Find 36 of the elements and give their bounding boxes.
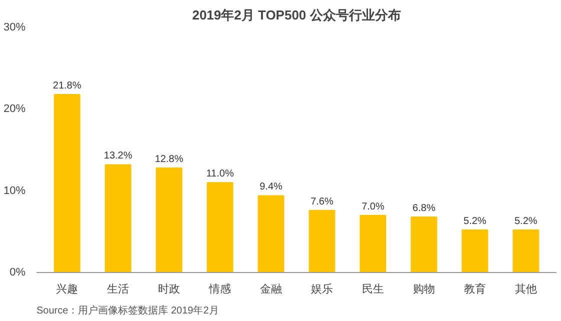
x-tick-label: 金融 bbox=[260, 284, 282, 296]
data-label: 9.4% bbox=[260, 182, 283, 193]
data-label: 21.8% bbox=[52, 80, 82, 92]
data-label: 6.8% bbox=[412, 202, 436, 214]
x-tick-label: 民生 bbox=[362, 282, 384, 296]
bar bbox=[156, 167, 182, 272]
y-tick-label: 20% bbox=[3, 103, 26, 116]
x-tick-label: 时政 bbox=[158, 282, 180, 296]
x-tick-label: 购物 bbox=[412, 284, 435, 296]
bar bbox=[54, 94, 80, 272]
x-tick-label: 兴趣 bbox=[56, 282, 78, 296]
bar bbox=[512, 230, 540, 272]
data-label: 7.0% bbox=[362, 201, 384, 212]
data-label: 13.2% bbox=[104, 150, 132, 162]
x-tick-label: 娱乐 bbox=[310, 282, 333, 296]
x-tick-label: 生活 bbox=[107, 282, 130, 296]
x-tick-label: 教育 bbox=[464, 282, 486, 296]
bar bbox=[258, 195, 284, 272]
bar bbox=[104, 164, 132, 272]
data-label: 7.6% bbox=[310, 196, 334, 208]
bar bbox=[462, 230, 488, 272]
y-tick-label: 0% bbox=[10, 266, 26, 278]
y-tick-label: 10% bbox=[3, 184, 26, 197]
chart-title: 2019年2月 TOP500 公众号行业分布 bbox=[192, 8, 401, 22]
data-label: 5.2% bbox=[464, 216, 486, 228]
data-label: 11.0% bbox=[206, 168, 234, 180]
x-tick-label: 情感 bbox=[208, 282, 232, 296]
bar bbox=[308, 210, 336, 272]
source-note: Source：用户画像标签数据库 2019年2月 bbox=[36, 304, 219, 316]
bar bbox=[206, 182, 234, 272]
y-tick-label: 30% bbox=[3, 22, 26, 34]
x-tick-label: 其他 bbox=[514, 282, 537, 296]
data-label: 12.8% bbox=[154, 154, 184, 165]
bar bbox=[410, 216, 438, 272]
data-label: 5.2% bbox=[514, 216, 538, 228]
bar bbox=[360, 214, 386, 272]
